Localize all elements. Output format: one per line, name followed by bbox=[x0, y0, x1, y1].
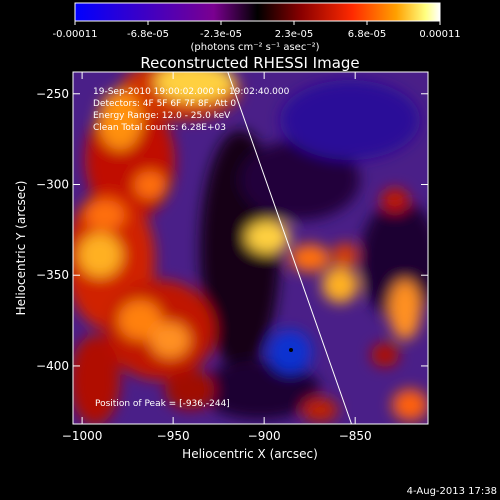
limb-line bbox=[227, 72, 353, 424]
map-blob bbox=[73, 335, 120, 424]
map-blob bbox=[150, 322, 190, 358]
colorbar-unit-label: (photons cm⁻² s⁻¹ asec⁻²) bbox=[190, 42, 319, 53]
map-blob bbox=[246, 221, 290, 253]
chart-title: Reconstructed RHESSI Image bbox=[140, 54, 359, 72]
colorbar-tick-label: -2.3e-05 bbox=[200, 29, 242, 40]
map-blob bbox=[200, 360, 320, 420]
map-blob bbox=[381, 188, 409, 212]
annotation-counts: Clean Total counts: 6.28E+03 bbox=[93, 123, 226, 133]
x-axis-label: Heliocentric X (arcsec) bbox=[182, 447, 318, 461]
plot-frame bbox=[72, 71, 429, 425]
annotation-time-range: 19-Sep-2010 19:00:02.000 to 19:02:40.000 bbox=[93, 87, 290, 97]
plot-area: 19-Sep-2010 19:00:02.000 to 19:02:40.000… bbox=[73, 72, 428, 424]
colorbar-ticks: -0.00011 -6.8e-05 -2.3e-05 2.3e-05 6.8e-05 0.… bbox=[53, 21, 461, 40]
colorbar-gradient bbox=[74, 2, 441, 22]
map-blob bbox=[333, 243, 357, 267]
x-tick-label: −900 bbox=[248, 429, 281, 443]
colorbar-tick-label: -0.00011 bbox=[53, 29, 98, 40]
y-axis: −250 −300 −350 −400 bbox=[36, 87, 428, 373]
x-tick-label: −1000 bbox=[62, 429, 103, 443]
colorbar-tick-label: 0.00011 bbox=[419, 29, 460, 40]
map-blob bbox=[389, 280, 421, 340]
footer-timestamp: 4-Aug-2013 17:38 bbox=[407, 486, 497, 497]
y-tick-label: −350 bbox=[36, 268, 69, 282]
map-blob bbox=[78, 233, 122, 277]
colorbar-tick-label: 6.8e-05 bbox=[348, 29, 386, 40]
emission-map bbox=[73, 72, 428, 424]
map-blob bbox=[85, 200, 125, 230]
map-blob bbox=[134, 171, 166, 199]
colorbar-tick-label: -6.8e-05 bbox=[127, 29, 169, 40]
y-tick-label: −400 bbox=[36, 359, 69, 373]
colorbar: -0.00011 -6.8e-05 -2.3e-05 2.3e-05 6.8e-05 0.… bbox=[53, 2, 461, 53]
x-tick-label: −950 bbox=[157, 429, 190, 443]
colorbar-tick-label: 2.3e-05 bbox=[275, 29, 313, 40]
map-blob bbox=[280, 80, 420, 160]
map-blob bbox=[392, 389, 428, 421]
map-blob bbox=[240, 140, 360, 220]
map-blob bbox=[322, 267, 358, 303]
peak-position-label: Position of Peak = [-936,-244] bbox=[95, 399, 230, 409]
y-axis-label: Heliocentric Y (arcsec) bbox=[14, 181, 28, 316]
x-tick-label: −850 bbox=[339, 429, 372, 443]
map-blob bbox=[98, 90, 142, 150]
y-tick-label: −250 bbox=[36, 87, 69, 101]
annotation-detectors: Detectors: 4F 5F 6F 7F 8F, Att 0 bbox=[93, 99, 236, 109]
map-blob bbox=[268, 330, 312, 374]
map-blob bbox=[118, 300, 162, 340]
map-blob bbox=[155, 72, 235, 102]
map-blob bbox=[302, 398, 338, 422]
map-blob bbox=[290, 244, 330, 272]
x-axis: −1000 −950 −900 −850 bbox=[62, 72, 372, 443]
min-marker bbox=[289, 348, 293, 352]
y-tick-label: −300 bbox=[36, 177, 69, 191]
map-blob bbox=[371, 343, 399, 367]
annotation-energy-range: Energy Range: 12.0 - 25.0 keV bbox=[93, 111, 231, 121]
map-blob bbox=[165, 370, 215, 410]
